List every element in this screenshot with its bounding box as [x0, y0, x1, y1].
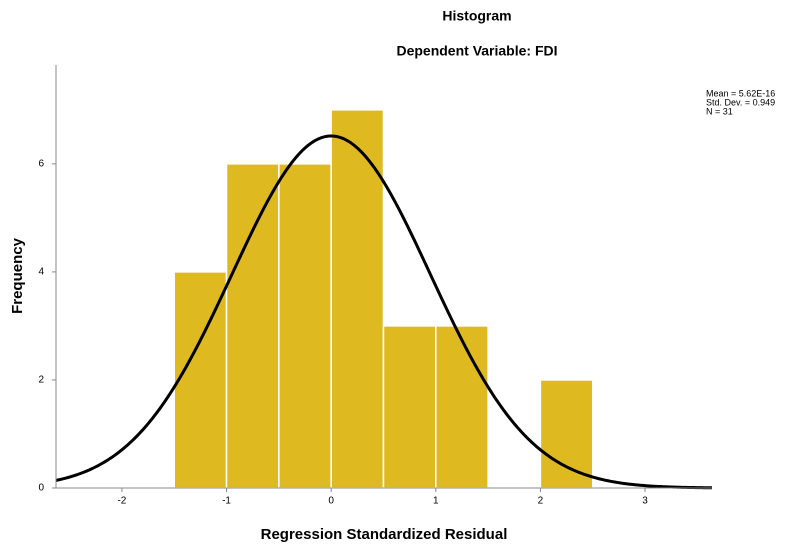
stats-label: N = 31: [706, 106, 733, 116]
stats-label: Mean = 5.62E-16: [706, 88, 775, 98]
normal-curve: [55, 134, 713, 490]
y-tick-label: 2: [38, 375, 44, 386]
x-tick-label: 1: [433, 496, 439, 507]
y-tick-label: 6: [38, 159, 44, 170]
y-tick-label: 0: [38, 483, 44, 494]
x-tick-label: -1: [222, 496, 231, 507]
bar: [382, 325, 437, 489]
x-tick-label: 2: [538, 496, 544, 507]
stats-label: Std. Dev. = 0.949: [706, 97, 775, 107]
bar: [330, 109, 385, 489]
x-axis-label: Regression Standardized Residual: [261, 526, 508, 543]
x-tick-label: 3: [642, 496, 648, 507]
y-axis-label: Frequency: [9, 237, 26, 314]
chart-title: Histogram: [442, 8, 511, 24]
bar: [225, 163, 280, 489]
chart-subtitle: Dependent Variable: FDI: [396, 43, 557, 59]
x-tick-label: -2: [117, 496, 126, 507]
x-tick-label: 0: [328, 496, 334, 507]
bar: [435, 325, 489, 489]
y-tick-label: 4: [38, 267, 44, 278]
bar: [278, 163, 332, 489]
bar: [539, 379, 594, 489]
